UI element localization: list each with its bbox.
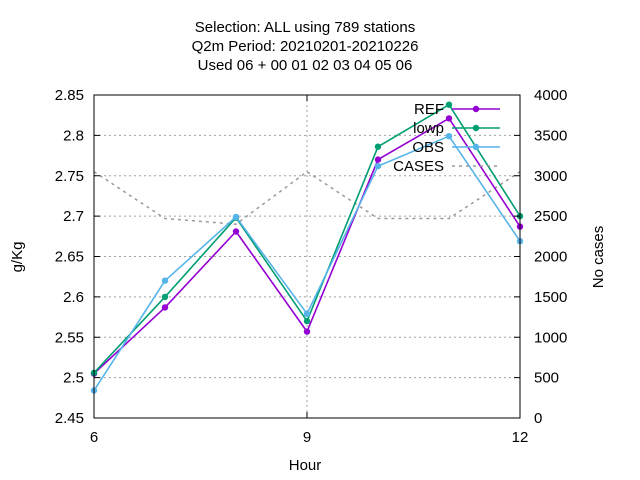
data-point-obs [374,162,382,170]
series-line-obs [93,135,521,391]
data-point-lowp [303,317,311,325]
data-point-ref [232,228,240,235]
y-tick-label: 2.5 [63,370,84,387]
data-point-ref [303,328,311,335]
legend-marker-obs [472,143,480,151]
y2-tick-label: 2500 [534,208,567,225]
y-tick-label: 2.75 [55,168,84,185]
data-point-obs [303,310,311,317]
y-tick-label: 2.8 [63,127,84,144]
y-tick-label: 2.85 [55,87,84,104]
x-tick-label: 6 [90,429,98,446]
data-point-ref [161,304,169,311]
data-point-lowp [445,101,453,108]
y2-tick-label: 3500 [534,127,567,144]
y2-tick-label: 4000 [534,87,567,104]
y-tick-label: 2.55 [55,329,84,346]
series-layer [90,101,524,394]
y-tick-label: 2.6 [63,289,84,306]
y2-tick-label: 500 [534,370,559,387]
series-ref [90,115,524,377]
title-line-1: Selection: ALL using 789 stations [195,19,415,36]
legend-label-obs: OBS [412,139,444,156]
grid-lines [94,95,520,418]
y-tick-label: 2.65 [55,249,84,266]
x-tick-label: 9 [303,429,311,446]
legend-label-cases: CASES [393,158,444,175]
x-tick-label: 12 [512,429,529,446]
series-cases [93,170,521,225]
title-line-3: Used 06 + 00 01 02 03 04 05 06 [198,57,413,74]
y2-tick-label: 2000 [534,249,567,266]
y2-tick-label: 3000 [534,168,567,185]
legend-marker-ref [472,105,480,113]
data-point-lowp [374,143,382,150]
legend-marker-lowp [472,124,480,132]
data-point-obs [232,213,240,221]
y-axis-label: g/Kg [9,242,26,273]
chart-title: Selection: ALL using 789 stations Q2m Pe… [192,19,419,74]
y2-axis-label: No cases [590,226,607,289]
series-obs [90,133,524,394]
legend-label-ref: REF [414,101,444,118]
legend: REF lowp OBS CASES [393,101,500,175]
legend-label-lowp: lowp [413,120,444,137]
data-point-obs [445,133,453,140]
y2-tick-label: 1500 [534,289,567,306]
y-tick-label: 2.7 [63,208,84,225]
data-point-ref [374,156,382,163]
series-lowp [90,101,524,376]
series-line-cases [93,170,521,225]
y-tick-label: 2.45 [55,410,84,427]
data-point-lowp [161,293,169,301]
y2-tick-label: 1000 [534,329,567,346]
axis-ticks: 2.45 2.5 2.55 2.6 2.65 2.7 2.75 2.8 2.85 0 500 1000… [55,87,568,446]
data-point-ref [445,115,453,122]
x-axis-label: Hour [289,457,322,474]
data-point-obs [161,277,169,284]
title-line-2: Q2m Period: 20210201-20210226 [192,38,419,55]
y2-tick-label: 0 [534,410,542,427]
